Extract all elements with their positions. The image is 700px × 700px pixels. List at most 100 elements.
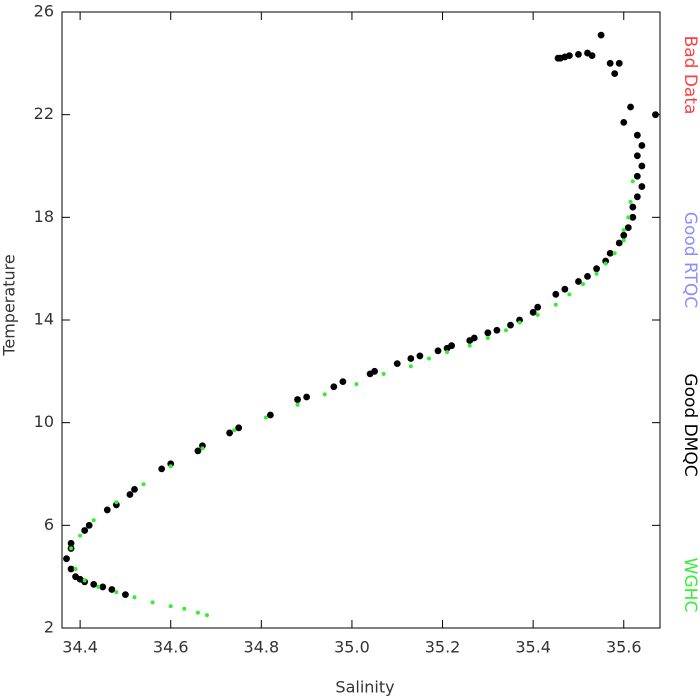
x-axis-label: Salinity	[335, 678, 394, 697]
data-point	[593, 265, 600, 273]
data-point	[627, 103, 634, 111]
data-point	[150, 600, 155, 605]
data-point	[132, 595, 137, 600]
data-point	[633, 193, 641, 201]
data-point	[484, 329, 492, 337]
data-point	[470, 334, 478, 342]
data-point	[434, 347, 442, 355]
data-point	[90, 580, 98, 588]
data-point	[535, 312, 540, 317]
data-point	[633, 172, 641, 180]
data-point	[561, 285, 569, 293]
data-point	[295, 402, 300, 407]
data-point	[103, 506, 111, 514]
data-point	[603, 261, 608, 266]
data-point	[552, 290, 560, 298]
data-point	[204, 613, 209, 618]
data-point	[371, 367, 378, 375]
data-point	[529, 308, 537, 316]
data-point	[629, 213, 637, 221]
x-tick-label: 34.6	[153, 638, 189, 657]
data-point	[67, 565, 75, 573]
data-point	[638, 162, 646, 170]
data-point	[294, 396, 301, 403]
data-point	[493, 326, 501, 334]
y-tick-label: 14	[34, 310, 54, 329]
data-point	[621, 238, 626, 243]
data-point	[194, 447, 202, 455]
data-point	[626, 215, 631, 220]
x-tick-label: 35.0	[334, 638, 370, 657]
data-point	[611, 70, 619, 77]
data-point	[195, 610, 200, 615]
data-point	[638, 142, 646, 149]
data-point	[507, 321, 514, 329]
data-point	[575, 50, 582, 58]
data-point	[652, 111, 659, 119]
data-point	[114, 590, 119, 595]
y-axis-label: Temperature	[0, 254, 19, 356]
data-point	[416, 352, 424, 360]
data-point	[620, 231, 628, 239]
data-point	[467, 343, 472, 348]
data-point	[200, 446, 205, 451]
data-point	[354, 382, 359, 387]
data-point	[158, 465, 166, 473]
data-point	[339, 378, 347, 385]
data-point	[606, 59, 614, 67]
data-point	[232, 428, 237, 433]
data-point	[82, 578, 87, 583]
x-tick-label: 34.8	[244, 638, 280, 657]
data-point	[263, 415, 268, 420]
data-point	[624, 224, 632, 232]
y-tick-label: 6	[44, 515, 54, 534]
data-point	[322, 392, 327, 397]
y-tick-label: 22	[34, 104, 54, 123]
data-point	[448, 342, 456, 350]
data-point	[594, 271, 599, 276]
data-point	[122, 591, 129, 599]
data-point	[580, 282, 585, 287]
data-point	[630, 179, 635, 184]
x-tick-label: 35.6	[606, 638, 642, 657]
data-point	[615, 239, 623, 247]
data-point	[99, 583, 107, 591]
data-point	[114, 500, 119, 505]
legend-entry: Good RTQC	[680, 212, 700, 308]
data-point	[588, 52, 596, 60]
data-point	[575, 278, 582, 285]
plot-frame	[61, 11, 661, 629]
data-point	[407, 355, 415, 362]
data-point	[620, 118, 628, 126]
y-tick-label: 18	[34, 207, 54, 226]
x-tick-label: 35.2	[425, 638, 461, 657]
data-point	[85, 521, 93, 529]
data-point	[108, 586, 116, 593]
data-point	[612, 251, 617, 256]
data-point	[63, 555, 70, 563]
data-point	[91, 518, 96, 523]
data-point	[584, 272, 591, 280]
data-point	[141, 482, 146, 487]
data-point	[226, 429, 234, 437]
data-point	[168, 604, 173, 609]
data-point	[633, 131, 641, 139]
y-tick-label: 2	[44, 618, 54, 637]
data-point	[633, 152, 641, 160]
data-point	[69, 546, 74, 551]
legend-entry: WGHC	[680, 558, 700, 613]
data-point	[517, 320, 522, 325]
data-point	[330, 383, 338, 391]
x-tick-label: 34.4	[62, 638, 98, 657]
data-point	[615, 59, 623, 67]
data-point	[408, 364, 413, 369]
data-point	[565, 52, 573, 60]
data-point	[567, 292, 572, 297]
y-tick-label: 26	[34, 2, 54, 21]
data-point	[78, 533, 83, 538]
data-point	[381, 371, 386, 376]
data-point	[503, 328, 508, 333]
data-point	[628, 199, 633, 204]
data-point	[303, 393, 311, 401]
